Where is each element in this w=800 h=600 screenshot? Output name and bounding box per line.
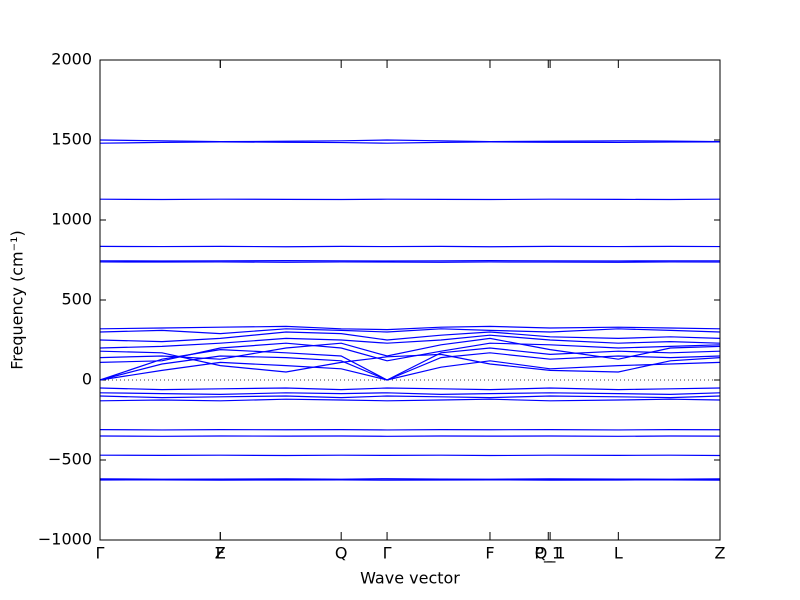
band-line [99,392,721,396]
x-tick-label: Z [715,544,726,563]
band-line [99,395,721,399]
band-line [99,398,721,402]
band-line [99,334,721,349]
band-line [99,331,721,343]
x-axis-label: Wave vector [360,569,460,588]
band-line [99,342,721,363]
y-tick-label: 2000 [51,50,92,69]
x-tick-label: P_1 [534,544,562,564]
y-axis-label: Frequency (cm⁻¹) [8,230,27,369]
x-tick-label: F [216,544,225,563]
y-tick-label: 1500 [51,130,92,149]
x-tick-label: Z [215,544,226,563]
y-tick-label: 500 [61,290,92,309]
y-tick-label: 0 [82,370,92,389]
plot-frame [99,59,721,541]
band-line [99,387,721,391]
x-tick-label: Q [335,544,348,563]
band-line [99,337,721,360]
y-tick-label: −500 [48,450,92,469]
band-line [99,352,721,381]
x-tick-label: Γ [383,544,392,563]
y-tick-label: 1000 [51,210,92,229]
band-line [99,328,721,335]
band-line [99,325,721,331]
x-tick-label: F [485,544,494,563]
band-line [99,347,721,381]
band-line [99,141,721,144]
y-tick-label: −1000 [38,530,92,549]
x-tick-label: Q_1 [535,544,566,564]
x-tick-label: L [614,544,623,563]
x-tick-label: Γ [96,544,105,563]
